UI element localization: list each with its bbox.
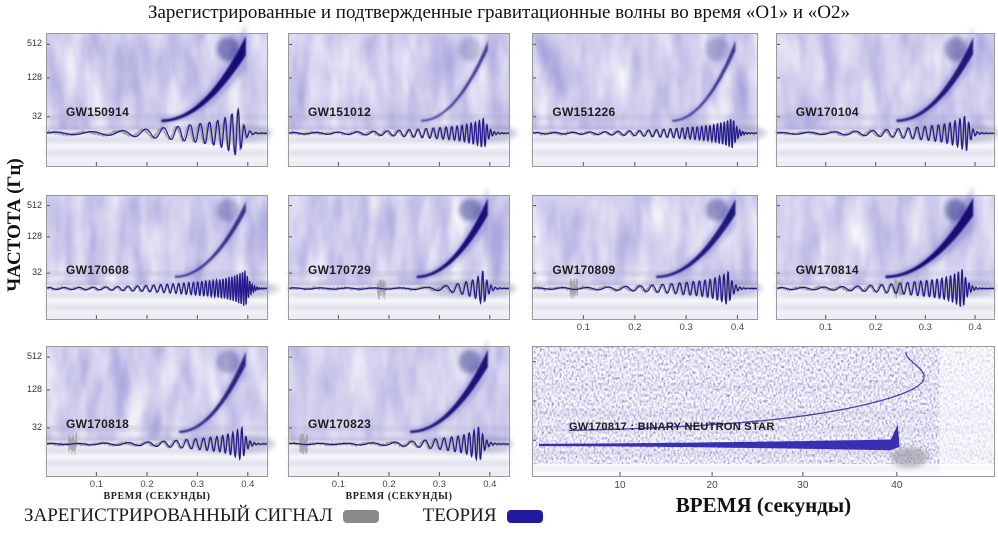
x-tick-label: 0.4	[968, 322, 982, 333]
x-tick-label: 0.2	[382, 479, 396, 490]
y-tick-label: 128	[26, 230, 42, 241]
panel-gw151226: GW151226	[531, 33, 768, 167]
event-label: GW170817 : BINARY NEUTRON STAR	[569, 420, 775, 433]
panel-gw170818: GW170818 512 128 32 0.1 0.2 0.3 0.4 ВРЕМЯ (СЕКУН…	[27, 342, 276, 502]
legend: ЗАРЕГИСТРИРОВАННЫЙ СИГНАЛ ТЕОРИЯ	[24, 505, 543, 527]
x-tick-label: 20	[706, 480, 718, 491]
x-tick-label: 0.3	[432, 479, 446, 490]
legend-theory-label: ТЕОРИЯ	[422, 505, 497, 526]
x-tick-label: 30	[797, 480, 809, 491]
legend-swatch-blue	[506, 509, 543, 523]
y-axis-label: ЧАСТОТА (Гц)	[4, 158, 25, 292]
panel-gw170823: GW170823 0.1 0.2 0.3 0.4 ВРЕМЯ (СЕКУНДЫ)	[287, 338, 514, 502]
figure-title: Зарегистрированные и подтвержденные грав…	[147, 2, 851, 23]
x-tick-label: 0.3	[190, 479, 204, 490]
panel-gw170817: GW170817 : BINARY NEUTRON STAR 10 20 30 40 ВР…	[532, 346, 995, 517]
y-tick-label: 32	[31, 267, 42, 278]
x-tick-label: 10	[614, 480, 626, 491]
event-label: GW170809	[552, 262, 616, 277]
event-label: GW151226	[552, 105, 616, 120]
y-tick-label: 512	[26, 351, 42, 362]
y-tick-label: 512	[26, 38, 42, 49]
legend-registered-label: ЗАРЕГИСТРИРОВАННЫЙ СИГНАЛ	[24, 505, 333, 526]
panel-gw151012: GW151012	[287, 33, 518, 167]
panel-gw170608: GW170608 512 128 32	[27, 194, 280, 320]
x-tick-label: 0.3	[679, 322, 693, 333]
event-label: GW151012	[307, 105, 372, 120]
y-tick-label: 128	[26, 71, 42, 82]
y-tick-label: 32	[31, 421, 42, 432]
x-tick-label: 0.4	[241, 479, 255, 490]
y-tick-label: 128	[26, 383, 42, 394]
x-tick-label: 0.2	[628, 322, 642, 333]
panel-gw170729: GW170729	[287, 186, 517, 320]
event-label: GW170814	[795, 262, 859, 277]
event-label: GW170729	[307, 262, 372, 277]
panel-gw170814: GW170814 0.1 0.2 0.3 0.4	[775, 185, 997, 333]
x-tick-label: 0.4	[730, 322, 745, 333]
event-label: GW170818	[65, 416, 130, 431]
panel-gw170104: GW170104	[775, 25, 998, 167]
x-tick-label: 0.1	[89, 479, 103, 490]
x-tick-label: 0.3	[918, 322, 932, 333]
y-tick-label: 512	[26, 199, 42, 210]
x-tick-label: 0.4	[483, 479, 497, 490]
x-axis-label: ВРЕМЯ (секунды)	[675, 493, 852, 517]
x-tick-label: 0.1	[576, 322, 590, 333]
legend-item-registered: ЗАРЕГИСТРИРОВАННЫЙ СИГНАЛ	[24, 505, 379, 527]
x-tick-label: 0.2	[869, 322, 883, 333]
legend-swatch-gray	[342, 509, 379, 523]
x-axis-label: ВРЕМЯ (СЕКУНДЫ)	[103, 491, 211, 502]
event-label: GW170104	[795, 105, 859, 120]
event-label: GW150914	[65, 105, 130, 120]
y-tick-label: 32	[31, 110, 42, 121]
event-label: GW170823	[307, 416, 372, 431]
event-label: GW170608	[65, 262, 130, 277]
panel-gw170809: GW170809 0.1 0.2 0.3 0.4	[531, 188, 763, 333]
panel-gw150914: GW150914 512 128 32	[27, 22, 273, 167]
x-tick-label: 0.1	[331, 479, 345, 490]
x-axis-label: ВРЕМЯ (СЕКУНДЫ)	[345, 491, 453, 502]
legend-item-theory: ТЕОРИЯ	[423, 505, 543, 527]
x-tick-label: 0.1	[819, 322, 833, 333]
x-tick-label: 40	[891, 480, 903, 491]
x-tick-label: 0.2	[140, 479, 154, 490]
